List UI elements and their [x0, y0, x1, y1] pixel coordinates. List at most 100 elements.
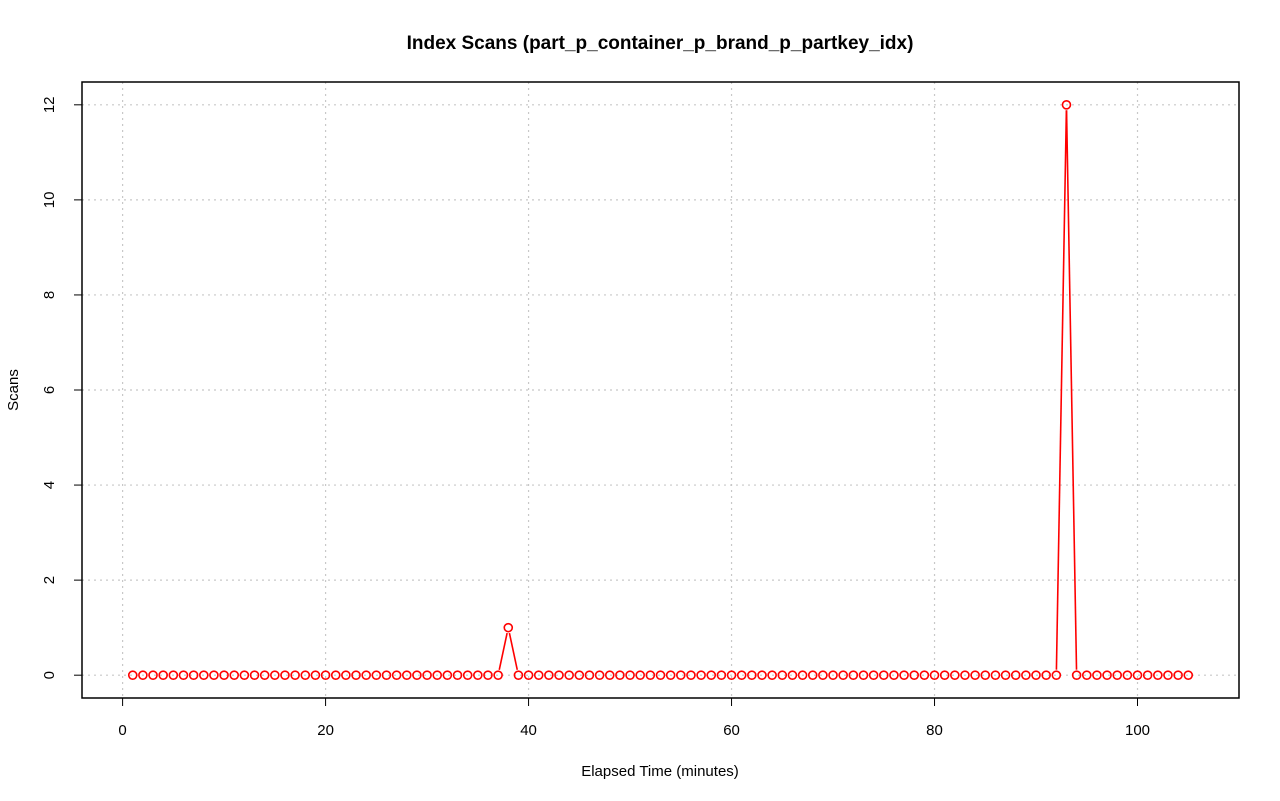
- data-point: [473, 670, 483, 680]
- data-point: [158, 670, 168, 680]
- data-point: [939, 670, 950, 680]
- data-point: [625, 670, 635, 680]
- data-point: [381, 670, 392, 680]
- data-point: [341, 670, 351, 680]
- y-tick-label: 12: [41, 96, 58, 113]
- data-point: [462, 670, 473, 680]
- data-point: [1153, 670, 1163, 680]
- data-points: [127, 100, 1194, 680]
- x-axis: 0 20 40 60 80 100: [118, 697, 1150, 739]
- x-tick-label: 80: [926, 722, 943, 739]
- data-point: [665, 670, 676, 680]
- data-point: [594, 670, 605, 680]
- data-point: [503, 622, 514, 633]
- data-point: [655, 670, 666, 680]
- data-point: [960, 670, 970, 680]
- data-point: [1112, 670, 1123, 680]
- data-point: [361, 670, 371, 680]
- data-point: [675, 670, 686, 680]
- data-point: [645, 670, 656, 680]
- data-point: [970, 670, 980, 680]
- data-point: [1081, 670, 1092, 680]
- data-point: [1173, 670, 1183, 680]
- data-point: [1183, 670, 1194, 680]
- data-point: [1132, 670, 1143, 680]
- data-point: [483, 670, 493, 680]
- data-point: [899, 670, 909, 680]
- data-point: [1021, 670, 1031, 680]
- data-point: [229, 670, 240, 680]
- data-point: [138, 670, 148, 680]
- data-point: [838, 670, 848, 680]
- data-point: [828, 670, 838, 680]
- data-point: [320, 670, 331, 680]
- data-point: [574, 670, 585, 680]
- data-point: [300, 670, 311, 680]
- data-point: [635, 670, 646, 680]
- data-point: [513, 670, 524, 680]
- x-tick-label: 40: [520, 722, 537, 739]
- x-tick-label: 20: [317, 722, 334, 739]
- data-point: [1061, 100, 1072, 110]
- data-point: [604, 670, 615, 680]
- data-point: [757, 670, 767, 680]
- data-point: [1041, 670, 1051, 680]
- data-point: [432, 670, 443, 680]
- data-point: [1000, 670, 1011, 680]
- data-point: [736, 670, 747, 680]
- y-axis-label: Scans: [5, 369, 22, 411]
- data-point: [1122, 670, 1133, 680]
- data-point: [249, 670, 260, 680]
- data-point: [1010, 670, 1021, 680]
- data-point: [584, 670, 595, 680]
- data-point: [168, 670, 179, 680]
- data-point: [533, 670, 544, 680]
- x-tick-label: 60: [723, 722, 740, 739]
- data-point: [351, 670, 361, 680]
- data-point: [280, 670, 290, 680]
- data-point: [178, 670, 189, 680]
- data-point: [452, 670, 463, 680]
- line-segment: [498, 632, 508, 670]
- data-point: [1092, 670, 1102, 680]
- data-point: [209, 670, 219, 680]
- data-point: [818, 670, 828, 680]
- data-point: [797, 670, 808, 680]
- data-point: [716, 670, 727, 680]
- data-point: [310, 670, 321, 680]
- y-tick-label: 10: [41, 192, 58, 209]
- data-point: [371, 670, 382, 680]
- x-tick-label: 0: [118, 722, 126, 739]
- data-point: [889, 670, 899, 680]
- data-point: [422, 670, 432, 680]
- data-point: [290, 670, 300, 680]
- line-segment: [1055, 110, 1068, 670]
- data-point: [980, 670, 991, 680]
- data-point: [726, 670, 737, 680]
- y-tick-label: 8: [41, 291, 58, 299]
- data-point: [787, 670, 798, 680]
- line-segment: [508, 632, 519, 670]
- data-point: [1031, 670, 1041, 680]
- data-point: [807, 670, 818, 680]
- data-point: [929, 670, 940, 680]
- x-tick-label: 100: [1125, 722, 1150, 739]
- data-point: [848, 670, 859, 680]
- data-point: [270, 670, 280, 680]
- data-point: [777, 670, 788, 680]
- data-point: [858, 670, 869, 680]
- data-point: [259, 670, 270, 680]
- line-segment: [1065, 110, 1078, 670]
- data-point: [1051, 670, 1062, 680]
- data-point: [239, 670, 250, 680]
- data-point: [950, 670, 960, 680]
- data-point: [148, 670, 158, 680]
- data-point: [1071, 670, 1082, 680]
- data-point: [564, 670, 574, 680]
- y-tick-label: 6: [41, 386, 58, 394]
- series-line: [498, 110, 1078, 670]
- data-point: [747, 670, 757, 680]
- data-point: [188, 670, 199, 680]
- data-point: [909, 670, 920, 680]
- data-point: [523, 670, 534, 680]
